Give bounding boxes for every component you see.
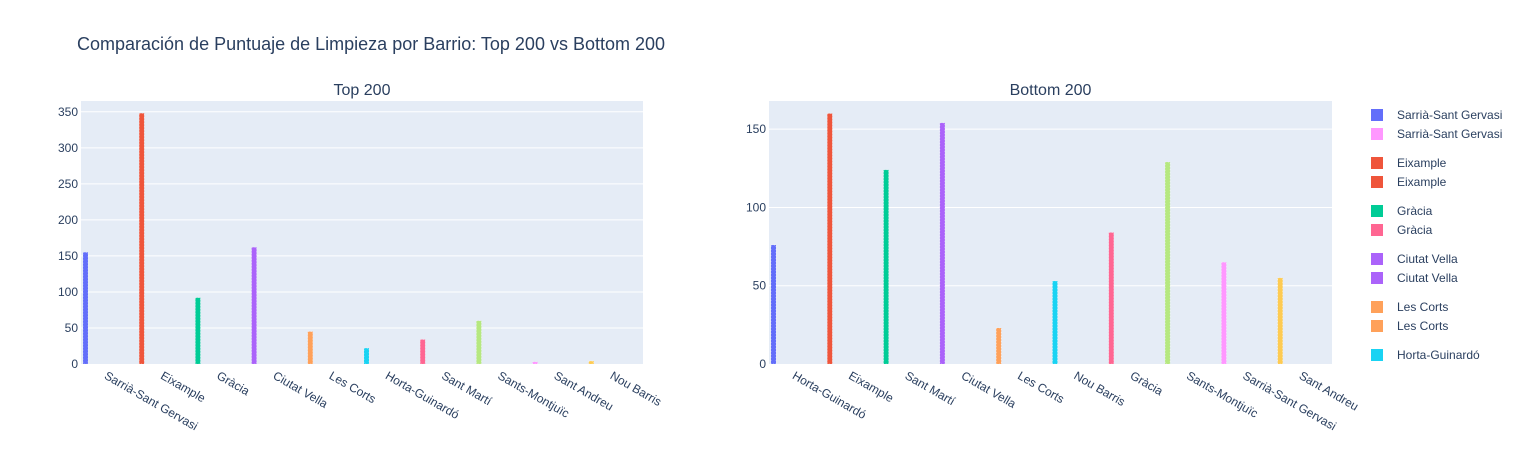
x-tick-label: Eixample <box>846 368 896 405</box>
x-tick-label: Ciutat Vella <box>271 368 331 411</box>
legend-item[interactable]: Ciutat Vella <box>1371 252 1458 266</box>
legend-item[interactable]: Ciutat Vella <box>1371 271 1458 285</box>
legend-label: Eixample <box>1397 156 1447 170</box>
bar[interactable] <box>363 347 370 365</box>
plot-area <box>769 101 1332 364</box>
y-tick-label: 100 <box>746 200 766 214</box>
y-tick-label: 150 <box>58 249 78 263</box>
y-tick-label: 200 <box>58 213 78 227</box>
legend-swatch <box>1371 320 1383 332</box>
legend-label: Sarrià-Sant Gervasi <box>1397 127 1502 141</box>
x-tick-label: Nou Barris <box>608 368 664 408</box>
bar[interactable] <box>251 247 257 365</box>
bar[interactable] <box>996 327 1002 365</box>
subplots: 0 50 100 150 200 250 300 350 Top 200 Sarrià-Sant … <box>58 82 1361 433</box>
legend-item[interactable]: Sarrià-Sant Gervasi <box>1371 108 1502 122</box>
legend-swatch <box>1371 109 1383 121</box>
subplot-1: 0 50 100 150 200 250 300 350 Top 200 Sarrià-Sant … <box>58 82 664 433</box>
legend-label: Les Corts <box>1397 319 1448 333</box>
legend-item[interactable]: Horta-Guinardó <box>1371 348 1480 362</box>
bar[interactable] <box>883 169 889 365</box>
bar[interactable] <box>420 339 426 365</box>
chart-title: Comparación de Puntuaje de Limpieza por … <box>77 34 665 54</box>
legend-item[interactable]: Les Corts <box>1371 300 1448 314</box>
bar[interactable] <box>1277 277 1283 365</box>
legend-label: Les Corts <box>1397 300 1448 314</box>
x-tick-label: Eixample <box>158 368 208 405</box>
legend-item[interactable]: Les Corts <box>1371 319 1448 333</box>
y-tick-label: 350 <box>58 105 78 119</box>
legend-label: Gràcia <box>1397 223 1433 237</box>
y-tick-label: 250 <box>58 177 78 191</box>
legend-swatch <box>1371 224 1383 236</box>
bar[interactable] <box>1108 232 1115 365</box>
x-tick-label: Sarrià-Sant Gervasi <box>102 368 200 433</box>
subplot-title: Top 200 <box>334 82 391 99</box>
x-tick-label: Nou Barris <box>1072 368 1128 408</box>
legend-swatch <box>1371 157 1383 169</box>
plot-area <box>81 101 643 364</box>
legend[interactable]: Sarrià-Sant Gervasi Sarrià-Sant Gervasi Ei… <box>1371 108 1502 362</box>
legend-swatch <box>1371 205 1383 217</box>
y-tick-label: 0 <box>759 357 766 371</box>
bar[interactable] <box>588 360 594 365</box>
legend-label: Ciutat Vella <box>1397 271 1458 285</box>
y-tick-label: 100 <box>58 285 78 299</box>
legend-label: Sarrià-Sant Gervasi <box>1397 108 1502 122</box>
legend-swatch <box>1371 128 1383 140</box>
y-tick-label: 300 <box>58 141 78 155</box>
bar[interactable] <box>1052 280 1058 365</box>
subplot-title: Bottom 200 <box>1010 82 1092 99</box>
legend-swatch <box>1371 272 1383 284</box>
y-tick-label: 50 <box>65 321 79 335</box>
bar[interactable] <box>1164 161 1171 365</box>
legend-item[interactable]: Eixample <box>1371 156 1447 170</box>
legend-label: Gràcia <box>1397 204 1433 218</box>
y-tick-label: 150 <box>746 122 766 136</box>
y-tick-label: 50 <box>753 279 767 293</box>
x-tick-label: Les Corts <box>1015 368 1066 406</box>
legend-item[interactable]: Gràcia <box>1371 204 1433 218</box>
legend-label: Ciutat Vella <box>1397 252 1458 266</box>
x-tick-label: Sarrià-Sant Gervasi <box>1240 368 1338 433</box>
legend-label: Eixample <box>1397 175 1447 189</box>
x-tick-label: Les Corts <box>327 368 378 406</box>
x-tick-label: Gràcia <box>1128 368 1166 398</box>
y-tick-label: 0 <box>71 357 78 371</box>
bar[interactable] <box>82 252 89 365</box>
bar[interactable] <box>770 244 777 365</box>
bar[interactable] <box>1221 262 1227 365</box>
legend-swatch <box>1371 176 1383 188</box>
bar[interactable] <box>827 113 833 365</box>
legend-item[interactable]: Eixample <box>1371 175 1447 189</box>
bar[interactable] <box>939 122 946 365</box>
legend-swatch <box>1371 349 1383 361</box>
legend-label: Horta-Guinardó <box>1397 348 1480 362</box>
bar[interactable] <box>307 331 313 365</box>
legend-item[interactable]: Sarrià-Sant Gervasi <box>1371 127 1502 141</box>
legend-item[interactable]: Gràcia <box>1371 223 1433 237</box>
x-tick-label: Ciutat Vella <box>959 368 1019 411</box>
bar[interactable] <box>138 113 145 365</box>
bar[interactable] <box>476 320 482 365</box>
legend-swatch <box>1371 253 1383 265</box>
legend-swatch <box>1371 301 1383 313</box>
bar[interactable] <box>195 297 201 365</box>
x-tick-label: Gràcia <box>214 368 252 398</box>
bar[interactable] <box>532 361 538 365</box>
x-tick-label: Sant Martí <box>903 368 959 408</box>
